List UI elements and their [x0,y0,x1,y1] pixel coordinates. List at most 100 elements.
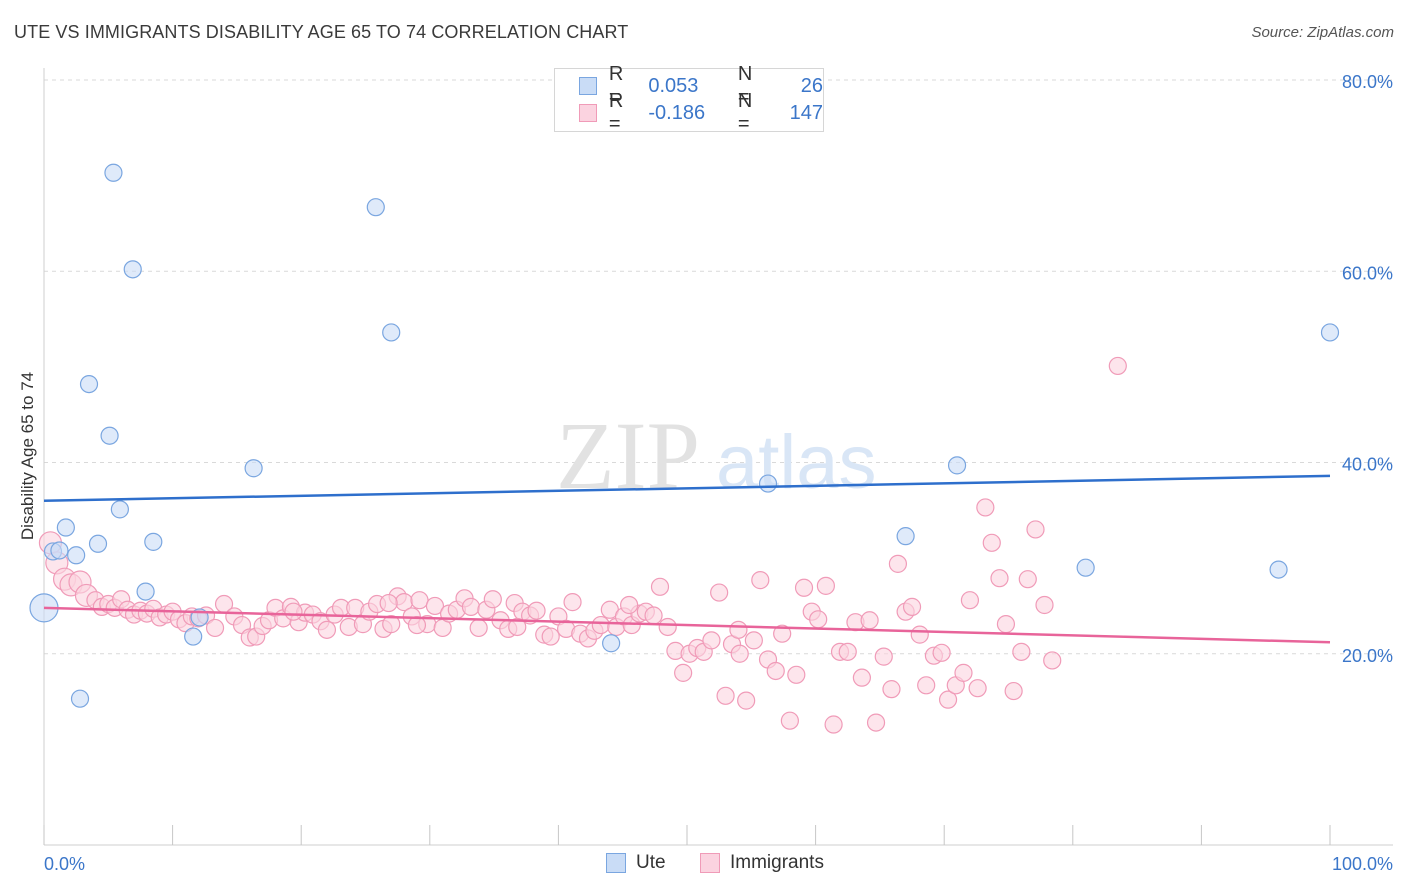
immigrant-point [882,680,901,699]
immigrant-point [563,593,582,612]
ute-point [56,518,75,537]
source-label: Source: ZipAtlas.com [1251,24,1394,41]
n-label: N = [737,90,753,135]
immigrant-point [852,668,871,687]
watermark-atlas: atlas [716,420,877,505]
immigrant-point [1026,520,1045,539]
ute-point [1320,323,1340,342]
immigrant-point [620,595,639,615]
immigrant-point [780,711,799,730]
ute-point [50,541,69,560]
ute-point [896,527,915,546]
legend-row-immigrants: R = -0.186 N = 147 [579,90,823,135]
ute-point [79,374,99,394]
ute-trend-line [43,474,1331,502]
immigrant-point [205,618,225,638]
ute-point [123,260,142,279]
ute-point [88,534,108,553]
immigrant-point [674,663,693,682]
immigrant-point [730,644,749,663]
immigrant-point [968,679,987,698]
y-tick-label: 40.0% [1342,455,1393,475]
immigrant-point [996,615,1016,634]
ute-swatch [579,77,597,95]
immigrants-swatch [700,853,720,873]
immigrant-point [382,615,401,634]
ute-points [29,163,1340,708]
immigrant-point [1035,595,1054,615]
immigrant-point [990,569,1009,588]
immigrant-point [910,625,929,644]
immigrant-point [702,631,721,650]
ute-point [104,163,123,182]
series-legend: Ute Immigrants [0,852,1406,878]
ute-point [100,426,119,445]
ute-point [67,546,86,565]
immigrant-point [766,661,785,681]
immigrant-point [860,611,879,630]
ute-point [758,474,778,493]
immigrant-point [284,602,303,621]
ute-point [1269,560,1288,579]
ute-swatch [606,853,626,873]
immigrant-point [976,498,995,517]
r-value: 0.053 [648,74,699,97]
immigrant-point [787,665,806,684]
tick-labels: 20.0% 40.0% 60.0% 80.0% [1342,72,1393,666]
ute-point [70,689,90,708]
ute-point [382,323,401,342]
immigrant-point [794,578,814,597]
immigrant-point [461,597,481,616]
immigrant-point [982,533,1001,552]
immigrant-point [888,554,908,573]
immigrant-point [932,643,951,662]
immigrant-point [541,627,560,646]
ute-point [602,634,621,653]
y-tick-label: 80.0% [1342,72,1393,92]
trend-lines [43,474,1331,644]
ute-point [184,627,203,646]
immigrant-point [317,620,337,639]
x-tick-label-min: 0.0% [44,854,85,874]
immigrant-point [902,597,922,616]
y-axis-label: Disability Age 65 to 74 [18,371,37,541]
ute-point [110,500,129,519]
immigrant-point [425,596,445,616]
r-label: R = [608,63,624,108]
immigrant-point [527,601,546,620]
immigrant-point [716,686,735,705]
y-tick-label: 60.0% [1342,263,1393,283]
immigrant-point [824,715,843,734]
immigrant-point [379,593,398,613]
ute-point [366,198,385,217]
legend-item-ute[interactable]: Ute [606,852,666,874]
chart-title: UTE VS IMMIGRANTS DISABILITY AGE 65 TO 7… [14,22,629,42]
immigrants-trend-line [43,606,1331,644]
ute-point [136,582,155,601]
stats-legend: R = 0.053 N = 26 R = -0.186 N = 147 [554,63,824,135]
immigrant-point [483,590,502,609]
immigrant-point [644,606,663,625]
immigrant-point [1012,642,1031,661]
immigrant-point [773,624,792,643]
immigrant-point [809,610,828,629]
ute-point [144,532,163,551]
immigrant-point [938,690,958,709]
immigrant-point [866,713,886,732]
immigrant-point [1108,356,1127,376]
immigrant-point [469,618,488,638]
immigrant-point [1004,681,1023,701]
ute-point [1076,558,1095,577]
immigrant-point [751,571,770,590]
legend-item-immigrants[interactable]: Immigrants [700,852,824,874]
legend-label-ute: Ute [636,852,666,873]
immigrant-point [1018,570,1037,589]
immigrant-point [410,591,429,610]
legend-row-ute: R = 0.053 N = 26 [579,63,823,108]
immigrants-swatch [579,104,597,122]
n-label: N = [737,63,753,108]
x-tick-label-max: 100.0% [1332,854,1393,874]
y-tick-label: 20.0% [1342,646,1393,666]
immigrant-point [960,591,980,610]
immigrant-point [591,615,610,635]
